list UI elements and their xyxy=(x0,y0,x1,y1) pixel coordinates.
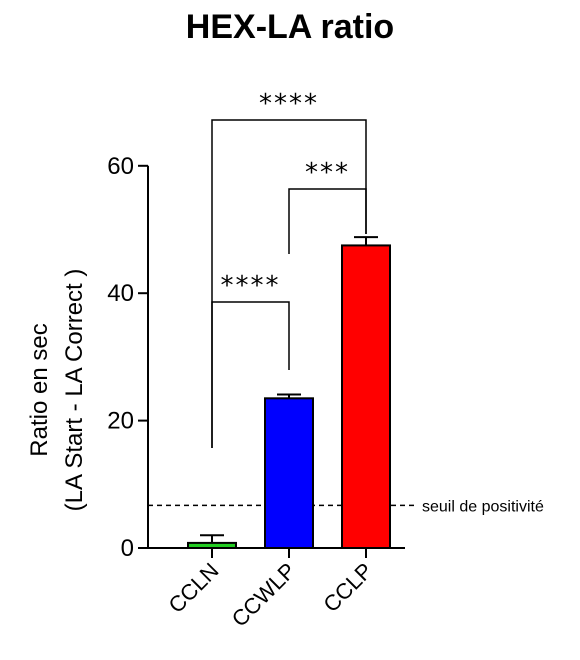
significance-label: **** xyxy=(221,271,281,301)
y-axis-title: Ratio en sec (LA Start - LA Correct ) xyxy=(26,269,88,512)
significance-label: **** xyxy=(259,89,319,119)
bar xyxy=(341,244,391,550)
significance-label: *** xyxy=(305,158,350,188)
plot-area: 0 20 40 60 seuil de positivité CCLN CCWLP CCLP *… xyxy=(107,89,544,632)
significance-bracket xyxy=(288,188,367,254)
bar xyxy=(187,541,237,549)
chart-title: HEX-LA ratio xyxy=(186,8,394,46)
category-label: CCLN xyxy=(163,558,223,618)
y-tick-label: 0 xyxy=(121,535,134,562)
y-axis-title-line2: (LA Start - LA Correct ) xyxy=(61,269,88,512)
category-label: CCLP xyxy=(318,558,377,617)
y-tick-label: 40 xyxy=(107,280,134,307)
y-tick-label: 60 xyxy=(107,153,134,180)
threshold-label: seuil de positivité xyxy=(422,498,544,515)
category-label: CCWLP xyxy=(227,558,301,632)
y-tick-label: 20 xyxy=(107,408,134,435)
bar xyxy=(264,397,314,549)
y-axis-title-line1: Ratio en sec xyxy=(26,323,53,456)
significance-bracket xyxy=(211,119,367,448)
